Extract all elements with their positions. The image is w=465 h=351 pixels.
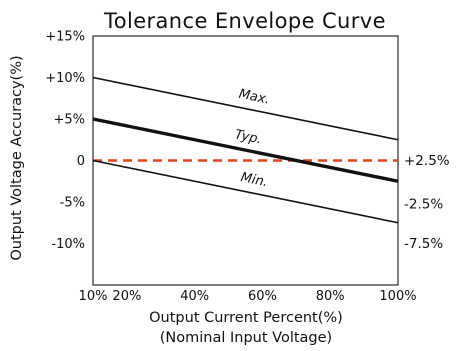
y-tick-label: -5%	[60, 196, 85, 211]
x-tick-label: 60%	[248, 289, 277, 304]
y-tick-label: +10%	[45, 71, 85, 86]
y-axis-title: Output Voltage Accuracy(%)	[9, 55, 25, 260]
series-line-typ	[92, 117, 399, 183]
end-value-label-typ: -2.5%	[404, 196, 443, 212]
y-tick-label: +5%	[53, 113, 85, 128]
series-line-max	[92, 76, 399, 141]
series-label-typ: Typ.	[233, 127, 262, 147]
x-tick-label: 20%	[112, 289, 141, 304]
series-label-max: Max.	[238, 87, 271, 108]
y-tick-label: 0	[77, 154, 85, 169]
end-value-label-min: -7.5%	[404, 236, 443, 252]
series-line-min	[92, 159, 399, 224]
y-tick-label: +15%	[45, 30, 85, 45]
series-layer: Max. +2.5% Typ. -2.5% Min. -7.5%	[92, 76, 450, 252]
tick-layer: +15% +10% +5% 0 -5% -10% 10% 20% 40% 60% 80% 100%	[45, 30, 416, 305]
x-tick-label: 80%	[316, 289, 345, 304]
x-tick-label: 100%	[379, 289, 416, 304]
x-axis-subtitle: (Nominal Input Voltage)	[160, 330, 332, 346]
end-value-label-max: +2.5%	[404, 153, 450, 169]
series-label-min: Min.	[239, 170, 269, 190]
x-tick-label: 40%	[180, 289, 209, 304]
chart-title: Tolerance Envelope Curve	[103, 9, 386, 33]
x-tick-label: 10%	[79, 289, 108, 304]
x-axis-title: Output Current Percent(%)	[149, 310, 343, 326]
y-tick-label: -10%	[51, 237, 85, 252]
